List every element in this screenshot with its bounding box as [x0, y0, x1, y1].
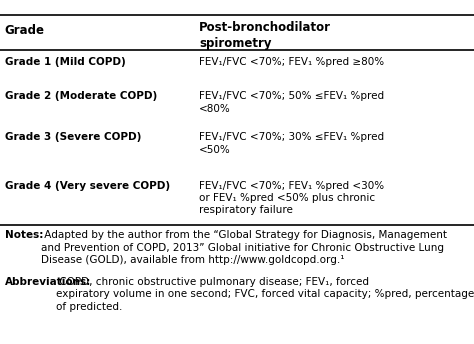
Text: Grade 3 (Severe COPD): Grade 3 (Severe COPD) [5, 132, 141, 142]
Text: Notes:: Notes: [5, 230, 43, 240]
Text: FEV₁/FVC <70%; FEV₁ %pred ≥80%: FEV₁/FVC <70%; FEV₁ %pred ≥80% [199, 57, 384, 67]
Text: COPD, chronic obstructive pulmonary disease; FEV₁, forced
expiratory volume in o: COPD, chronic obstructive pulmonary dise… [56, 277, 474, 312]
Text: Adapted by the author from the “Global Strategy for Diagnosis, Management
and Pr: Adapted by the author from the “Global S… [41, 230, 447, 265]
Text: Grade 2 (Moderate COPD): Grade 2 (Moderate COPD) [5, 91, 157, 101]
Text: Abbreviations:: Abbreviations: [5, 277, 91, 287]
Text: Grade 1 (Mild COPD): Grade 1 (Mild COPD) [5, 57, 126, 67]
Text: FEV₁/FVC <70%; 50% ≤FEV₁ %pred
<80%: FEV₁/FVC <70%; 50% ≤FEV₁ %pred <80% [199, 91, 384, 114]
Text: FEV₁/FVC <70%; 30% ≤FEV₁ %pred
<50%: FEV₁/FVC <70%; 30% ≤FEV₁ %pred <50% [199, 132, 384, 155]
Text: FEV₁/FVC <70%; FEV₁ %pred <30%
or FEV₁ %pred <50% plus chronic
respiratory failu: FEV₁/FVC <70%; FEV₁ %pred <30% or FEV₁ %… [199, 181, 384, 215]
Text: Grade 4 (Very severe COPD): Grade 4 (Very severe COPD) [5, 181, 170, 191]
Text: Grade: Grade [5, 24, 45, 37]
Text: Post-bronchodilator
spirometry: Post-bronchodilator spirometry [199, 21, 331, 50]
